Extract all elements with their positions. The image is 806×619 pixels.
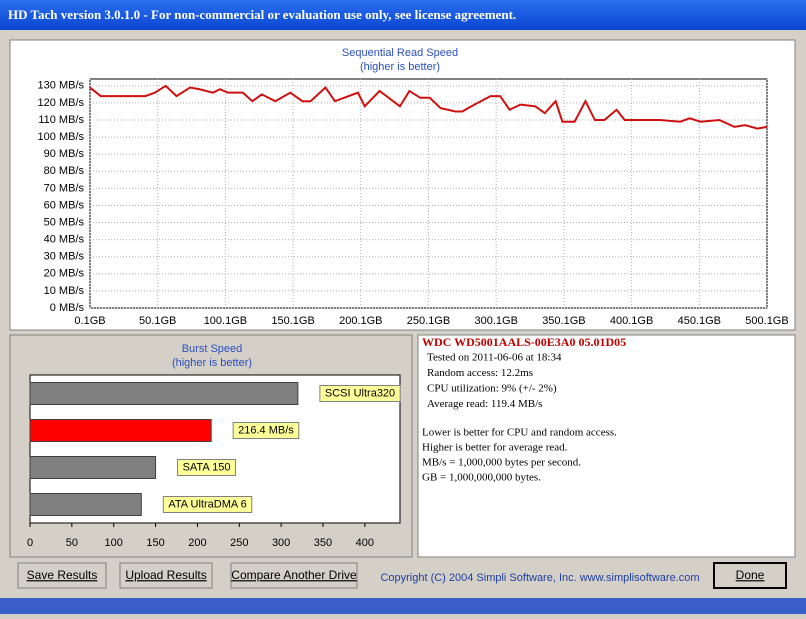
- y-tick-label: 80 MB/s: [44, 165, 85, 177]
- bar-label-box: [319, 385, 401, 402]
- bar-label-box: [162, 496, 253, 513]
- y-tick-label: 90 MB/s: [44, 148, 85, 160]
- info-panel: [417, 334, 796, 558]
- chart-subtitle: (higher is better): [360, 61, 440, 73]
- x-tick-label: 50: [66, 537, 78, 549]
- y-tick-label: 110 MB/s: [38, 114, 84, 126]
- bar: [29, 493, 142, 516]
- info-note: Higher is better for average read.: [422, 442, 568, 454]
- info-stat: Tested on 2011-06-06 at 18:34: [427, 352, 562, 364]
- x-tick-label: 500.1GB: [745, 315, 788, 327]
- drive-name: WDC WD5001AALS-00E3A0 05.01D05: [422, 335, 626, 349]
- x-tick-label: 150.1GB: [271, 315, 314, 327]
- bar: [29, 419, 212, 442]
- button-label[interactable]: Upload Results: [125, 568, 206, 582]
- info-stat: CPU utilization: 9% (+/- 2%): [427, 383, 557, 395]
- chart-subtitle: (higher is better): [172, 357, 252, 369]
- copyright: Copyright (C) 2004 Simpli Software, Inc.…: [380, 572, 699, 584]
- x-tick-label: 50.1GB: [139, 315, 176, 327]
- y-tick-label: 10 MB/s: [44, 285, 85, 297]
- x-tick-label: 0.1GB: [74, 315, 105, 327]
- x-tick-label: 400.1GB: [610, 315, 653, 327]
- button[interactable]: [119, 562, 213, 589]
- bar-label-text: SATA 150: [183, 461, 231, 473]
- chart-title: Sequential Read Speed: [342, 47, 458, 59]
- x-tick-label: 350: [314, 537, 332, 549]
- info-note: GB = 1,000,000,000 bytes.: [422, 472, 541, 484]
- y-tick-label: 100 MB/s: [38, 131, 85, 143]
- bar-label: 216.4 MB/s: [232, 422, 300, 439]
- info-note: MB/s = 1,000,000 bytes per second.: [422, 457, 581, 469]
- x-tick-label: 300: [272, 537, 290, 549]
- bar-label-text: 216.4 MB/s: [238, 424, 294, 436]
- title-bar: [0, 0, 806, 30]
- y-tick-label: 130 MB/s: [38, 80, 85, 92]
- x-tick-label: 450.1GB: [678, 315, 721, 327]
- y-tick-label: 40 MB/s: [44, 234, 85, 246]
- chart-title: Burst Speed: [182, 343, 243, 355]
- x-tick-label: 300.1GB: [474, 315, 517, 327]
- x-tick-label: 100: [105, 537, 123, 549]
- bar-label: ATA UltraDMA 6: [162, 496, 253, 513]
- x-tick-label: 400: [356, 537, 374, 549]
- button[interactable]: [230, 562, 358, 589]
- info-stat: Average read: 119.4 MB/s: [427, 398, 542, 410]
- y-tick-label: 30 MB/s: [44, 251, 85, 263]
- info-stat: Random access: 12.2ms: [427, 367, 533, 379]
- info-note: Lower is better for CPU and random acces…: [422, 427, 617, 439]
- bar-label-box: [232, 422, 300, 439]
- button-label[interactable]: Save Results: [27, 568, 98, 582]
- y-tick-label: 120 MB/s: [38, 97, 85, 109]
- y-tick-label: 60 MB/s: [44, 199, 85, 211]
- bar-label-text: SCSI Ultra320: [325, 387, 395, 399]
- bar-label-text: ATA UltraDMA 6: [168, 498, 246, 510]
- y-tick-label: 0 MB/s: [50, 302, 85, 314]
- button-label[interactable]: Done: [736, 568, 765, 582]
- bar-label: SCSI Ultra320: [319, 385, 401, 402]
- y-tick-label: 70 MB/s: [44, 182, 85, 194]
- x-tick-label: 100.1GB: [204, 315, 247, 327]
- bar-label-box: [177, 459, 236, 476]
- taskbar: [0, 598, 806, 614]
- read-line: [89, 84, 768, 130]
- bar: [29, 382, 299, 405]
- x-tick-label: 200.1GB: [339, 315, 382, 327]
- button[interactable]: [713, 562, 787, 589]
- x-tick-label: 200: [188, 537, 206, 549]
- x-tick-label: 150: [146, 537, 164, 549]
- button-label[interactable]: Compare Another Drive: [231, 568, 357, 582]
- button[interactable]: [17, 562, 107, 589]
- window-title: HD Tach version 3.0.1.0 - For non-commer…: [8, 7, 516, 22]
- x-tick-label: 0: [27, 537, 33, 549]
- x-tick-label: 350.1GB: [542, 315, 585, 327]
- y-tick-label: 50 MB/s: [44, 216, 85, 228]
- x-tick-label: 250: [230, 537, 248, 549]
- bar-label: SATA 150: [177, 459, 236, 476]
- x-tick-label: 250.1GB: [407, 315, 450, 327]
- y-tick-label: 20 MB/s: [44, 268, 85, 280]
- bar: [29, 456, 157, 479]
